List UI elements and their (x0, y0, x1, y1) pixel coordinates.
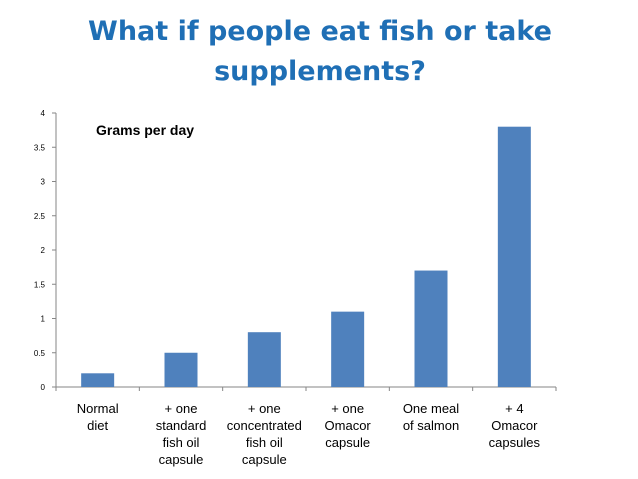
chart-annotation: Grams per day (96, 122, 194, 138)
x-category-label: + one concentrated fish oil capsule (226, 401, 302, 467)
bar (81, 373, 115, 387)
y-tick-label: 0 (41, 383, 46, 392)
y-tick-label: 4 (41, 109, 46, 118)
x-category-label: Normal diet (76, 401, 119, 433)
bar (164, 352, 198, 387)
chart-title-line-2: supplements? (214, 56, 426, 87)
y-tick-label: 3 (41, 178, 46, 187)
y-tick-label: 1.5 (34, 280, 46, 289)
chart-title: What if people eat fish or take suppleme… (60, 12, 580, 92)
bar (414, 270, 448, 387)
x-category-label: + one standard fish oil capsule (155, 401, 207, 467)
y-tick-label: 1 (41, 315, 46, 324)
y-tick-label: 0.5 (34, 349, 46, 358)
x-category-label: + 4 Omacor capsules (488, 401, 540, 450)
x-category-label: One meal of salmon (402, 401, 460, 433)
y-tick-label: 3.5 (34, 143, 46, 152)
y-tick-label: 2.5 (34, 212, 46, 221)
x-category-label: + one Omacor capsule (324, 401, 371, 450)
bar (497, 126, 531, 387)
y-tick-label: 2 (41, 246, 46, 255)
bar (247, 332, 281, 387)
chart-title-line-1: What if people eat fish or take (88, 16, 552, 47)
bar (331, 311, 365, 387)
